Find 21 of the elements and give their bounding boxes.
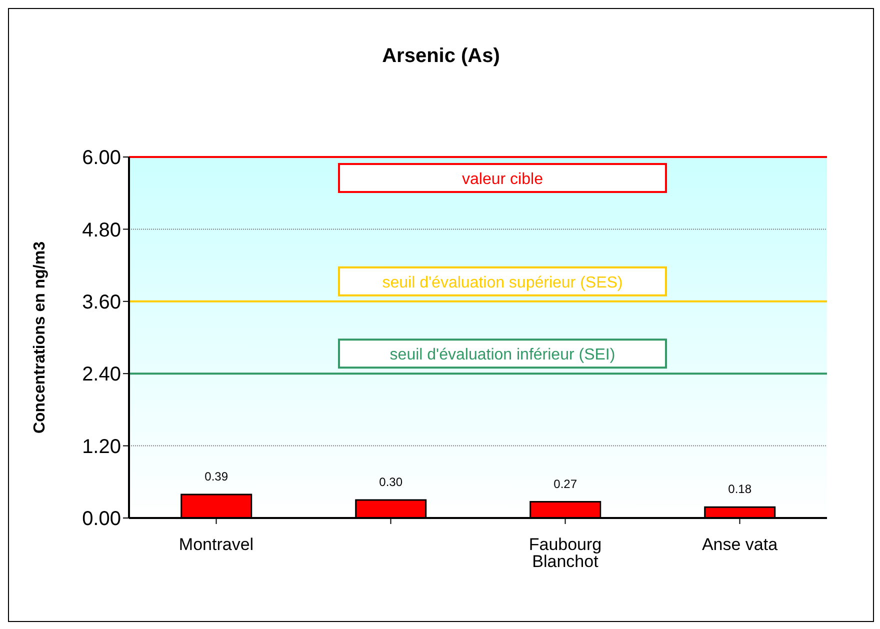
data-label: 0.27 <box>554 476 578 491</box>
label-frame: valeur cible <box>338 163 667 193</box>
y-tick-label: 0.00 <box>82 508 121 530</box>
y-axis-title: Concentrations en ng/m3 <box>32 241 49 434</box>
x-tick-label: Faubourg Blanchot <box>528 535 602 572</box>
data-label: 0.39 <box>204 470 228 484</box>
data-label: 0.18 <box>728 482 752 496</box>
data-label: 0.30 <box>379 474 403 489</box>
y-tick-label: 3.60 <box>82 292 121 314</box>
label-frame: seuil d'évaluation inférieur (SEI) <box>338 338 667 369</box>
ref-line-label: seuil d'évaluation supérieur (SES) <box>382 274 623 292</box>
ref-line-label: seuil d'évaluation inférieur (SEI) <box>390 346 616 364</box>
x-tick-label: Montravel <box>178 535 254 554</box>
y-tick-label: 2.40 <box>82 364 121 386</box>
x-tick-label: Anse vata <box>702 535 778 554</box>
y-tick-label: 4.80 <box>82 219 121 242</box>
ref-line-label: valeur cible <box>462 171 544 188</box>
label-frame: seuil d'évaluation supérieur (SES) <box>338 266 667 296</box>
chart-title: Arsenic (As) <box>381 45 501 68</box>
y-tick-label: 1.20 <box>82 436 121 458</box>
y-tick-label: 6.00 <box>82 147 121 170</box>
